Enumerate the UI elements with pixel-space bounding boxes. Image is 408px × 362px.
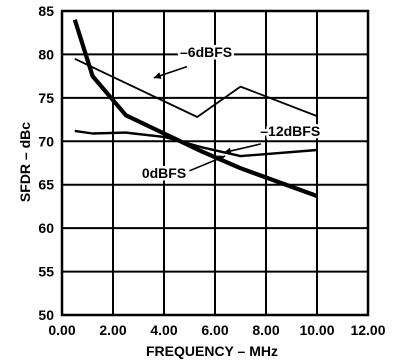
x-tick-label: 2.00 xyxy=(99,322,126,338)
series-label: –12dBFS xyxy=(260,123,320,139)
grid-layer xyxy=(62,11,368,315)
y-tick-label: 75 xyxy=(38,90,54,106)
y-tick-label: 85 xyxy=(38,3,54,19)
series-line xyxy=(74,57,318,118)
plot-border xyxy=(60,9,370,317)
series-annotations: –6dBFS –12dBFS 0dBFS xyxy=(139,42,322,184)
y-tick-label: 60 xyxy=(38,220,54,236)
annotation-arrowhead xyxy=(223,147,232,155)
x-axis-title: FREQUENCY – MHz xyxy=(146,343,278,359)
series-layer xyxy=(72,19,318,198)
y-axis-title: SFDR – dBc xyxy=(17,122,33,202)
series-line xyxy=(74,129,318,158)
series-label: 0dBFS xyxy=(142,165,186,181)
x-tick-label: 12.00 xyxy=(350,322,385,338)
x-tick-label: 4.00 xyxy=(150,322,177,338)
x-tick-label: 0.00 xyxy=(48,322,75,338)
tick-labels: 0.00 2.00 4.00 6.00 8.00 10.00 12.00 50 55 60 65 70… xyxy=(38,3,385,338)
x-tick-label: 8.00 xyxy=(252,322,279,338)
series-line xyxy=(72,19,318,198)
plot-frame xyxy=(60,9,370,317)
y-tick-label: 55 xyxy=(38,264,54,280)
y-tick-label: 50 xyxy=(38,307,54,323)
y-tick-label: 70 xyxy=(38,133,54,149)
x-tick-label: 6.00 xyxy=(201,322,228,338)
x-tick-label: 10.00 xyxy=(299,322,334,338)
annotation-arrowhead xyxy=(153,72,162,79)
y-tick-label: 65 xyxy=(38,177,54,193)
annotation-arrowhead xyxy=(217,155,226,162)
y-tick-label: 80 xyxy=(38,46,54,62)
series-label: –6dBFS xyxy=(180,44,232,60)
